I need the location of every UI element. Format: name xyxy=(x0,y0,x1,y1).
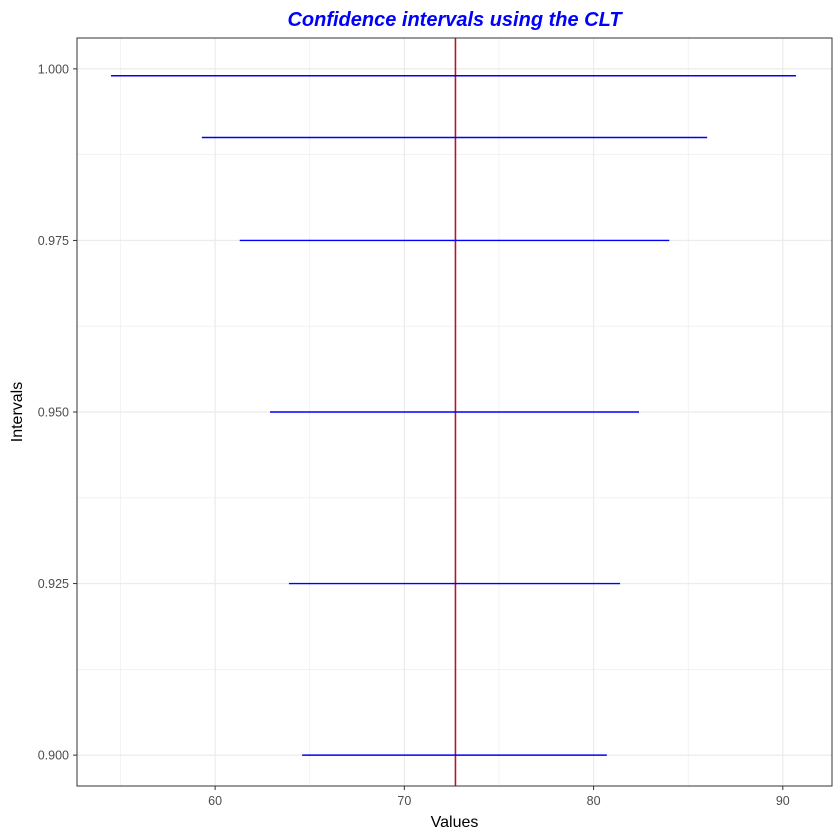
y-tick-label: 0.900 xyxy=(38,749,69,763)
x-axis-title: Values xyxy=(431,814,479,831)
x-axis-tick-labels: 60 70 80 90 xyxy=(208,794,790,808)
x-tick-label: 60 xyxy=(208,794,222,808)
axis-ticks xyxy=(73,68,784,790)
x-tick-label: 70 xyxy=(397,794,411,808)
chart-title: Confidence intervals using the CLT xyxy=(287,9,623,31)
y-axis-title: Intervals xyxy=(9,382,26,442)
x-tick-label: 90 xyxy=(776,794,790,808)
confidence-intervals xyxy=(111,75,797,756)
y-tick-label: 0.950 xyxy=(38,406,69,420)
y-axis-tick-labels: 0.900 0.925 0.950 0.975 1.000 xyxy=(38,62,69,762)
y-tick-label: 0.925 xyxy=(38,577,69,591)
y-tick-label: 0.975 xyxy=(38,234,69,248)
y-tick-label: 1.000 xyxy=(38,62,69,76)
x-tick-label: 80 xyxy=(587,794,601,808)
